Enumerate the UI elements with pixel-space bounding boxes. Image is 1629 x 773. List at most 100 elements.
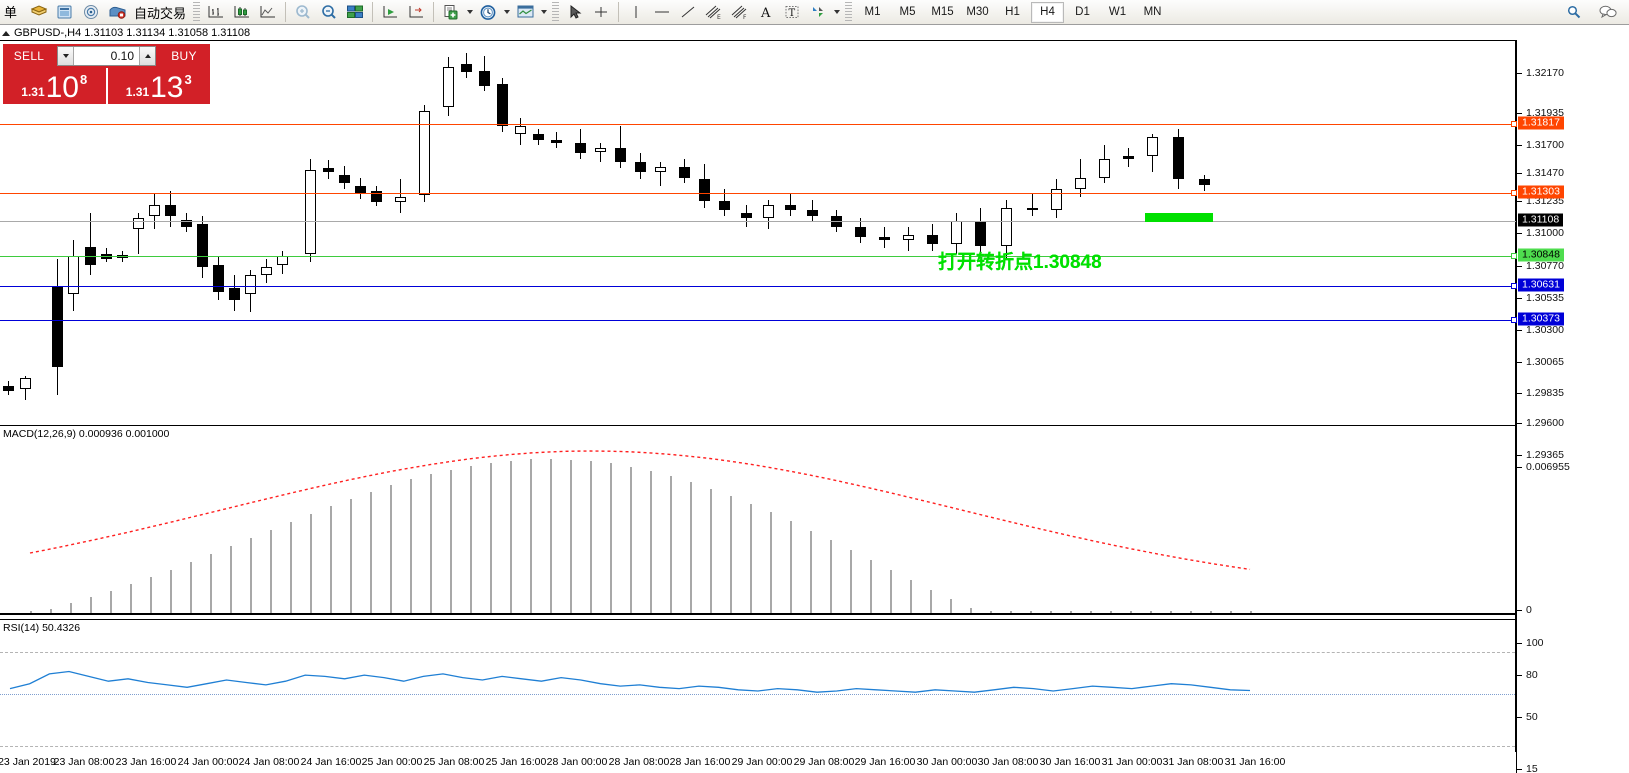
market-icon[interactable] bbox=[104, 1, 130, 24]
horizontal-line-icon[interactable] bbox=[649, 1, 675, 24]
macd-histogram-bar bbox=[470, 465, 472, 614]
macd-pane[interactable]: MACD(12,26,9) 0.000936 0.001000 bbox=[0, 425, 1515, 615]
candlestick bbox=[902, 226, 914, 251]
timeframe-mn[interactable]: MN bbox=[1143, 6, 1162, 18]
rsi-pane[interactable]: RSI(14) 50.4326 bbox=[0, 619, 1515, 761]
search-icon[interactable] bbox=[1561, 1, 1587, 24]
time-axis-label: 24 Jan 08:00 bbox=[238, 756, 300, 768]
period-dropdown-arrow-icon[interactable] bbox=[501, 1, 512, 24]
crosshair-icon[interactable] bbox=[588, 1, 614, 24]
timeframe-m30[interactable]: M30 bbox=[966, 6, 989, 18]
chart-collapse-icon[interactable] bbox=[2, 30, 10, 36]
level-drag-handle[interactable] bbox=[1511, 253, 1517, 259]
sell-button[interactable]: 1.31 10 8 bbox=[3, 68, 108, 104]
cursor-icon[interactable] bbox=[562, 1, 588, 24]
price-pane[interactable]: 打开转折点1.30848 bbox=[0, 41, 1517, 421]
timeframe-h1[interactable]: H1 bbox=[1005, 6, 1020, 18]
timeframe-h4[interactable]: H4 bbox=[1031, 1, 1065, 23]
auto-scroll-icon[interactable] bbox=[377, 1, 403, 24]
price-scale[interactable]: 1.32170 1.31935 1.31700 1.31470 1.31235 1.310… bbox=[1516, 40, 1629, 773]
one-click-trading-panel[interactable]: SELL 0.10 BUY 1.31 10 8 1.31 13 3 bbox=[2, 43, 211, 105]
macd-histogram-bar bbox=[530, 459, 532, 614]
candlestick bbox=[1000, 199, 1012, 260]
candlestick bbox=[1122, 148, 1134, 167]
time-axis-label: 25 Jan 00:00 bbox=[361, 756, 423, 768]
text-label-icon[interactable]: T bbox=[779, 1, 805, 24]
level-drag-handle[interactable] bbox=[1511, 190, 1517, 196]
autotrading-label[interactable]: 自动交易 bbox=[134, 5, 187, 21]
timeframe-m15[interactable]: M15 bbox=[931, 6, 954, 18]
candlestick bbox=[394, 179, 406, 214]
timeframe-m1[interactable]: M1 bbox=[864, 6, 881, 18]
macd-histogram-bar bbox=[1190, 610, 1192, 614]
signals-icon[interactable] bbox=[78, 1, 104, 24]
candlestick bbox=[718, 188, 730, 216]
candlestick bbox=[132, 213, 144, 254]
volume-stepper[interactable]: 0.10 bbox=[57, 46, 156, 66]
profiles-icon[interactable] bbox=[52, 1, 78, 24]
macd-histogram-bar bbox=[510, 460, 512, 614]
macd-histogram-bar bbox=[870, 560, 872, 614]
period-clock-icon[interactable] bbox=[475, 1, 501, 24]
macd-histogram-bar bbox=[190, 561, 192, 614]
timeframe-m5[interactable]: M5 bbox=[899, 6, 916, 18]
volume-value[interactable]: 0.10 bbox=[110, 49, 134, 63]
folder-icon[interactable] bbox=[26, 1, 52, 24]
chart-shift-icon[interactable] bbox=[403, 1, 429, 24]
volume-increase-icon[interactable] bbox=[139, 47, 155, 65]
candlestick-chart-icon[interactable] bbox=[229, 1, 255, 24]
chart-canvas[interactable]: 打开转折点1.30848 MACD(12,26,9) 0.000936 0.00… bbox=[0, 40, 1517, 773]
timeframe-d1[interactable]: D1 bbox=[1075, 6, 1090, 18]
macd-histogram-bar bbox=[230, 545, 232, 614]
new-order-icon[interactable]: 单 bbox=[0, 1, 26, 24]
tile-windows-icon[interactable] bbox=[342, 1, 368, 24]
add-indicator-dropdown-arrow-icon[interactable] bbox=[464, 1, 475, 24]
rsi-line-series bbox=[9, 670, 1251, 693]
macd-signal-line bbox=[29, 450, 1251, 571]
line-chart-icon[interactable] bbox=[255, 1, 281, 24]
candlestick bbox=[2, 381, 14, 395]
macd-histogram-bar bbox=[710, 488, 712, 614]
macd-histogram-bar bbox=[650, 471, 652, 614]
macd-histogram-bar bbox=[50, 608, 52, 614]
level-drag-handle[interactable] bbox=[1511, 121, 1517, 127]
time-axis-label: 29 Jan 08:00 bbox=[793, 756, 855, 768]
candlestick bbox=[67, 240, 79, 311]
chat-icon[interactable] bbox=[1595, 1, 1621, 24]
arrows-dropdown-arrow-icon[interactable] bbox=[831, 1, 842, 24]
macd-histogram-bar bbox=[970, 608, 972, 614]
zoom-out-icon[interactable] bbox=[316, 1, 342, 24]
add-indicator-icon[interactable] bbox=[438, 1, 464, 24]
volume-decrease-icon[interactable] bbox=[58, 47, 74, 65]
macd-histogram-bar bbox=[1170, 610, 1172, 614]
arrows-icon[interactable] bbox=[805, 1, 831, 24]
templates-dropdown-arrow-icon[interactable] bbox=[538, 1, 549, 24]
sell-price-prefix: 1.31 bbox=[21, 85, 45, 99]
fibonacci-icon[interactable]: F bbox=[727, 1, 753, 24]
macd-histogram-bar bbox=[170, 569, 172, 614]
bar-chart-icon[interactable] bbox=[203, 1, 229, 24]
macd-histogram-bar bbox=[270, 529, 272, 614]
level-drag-handle[interactable] bbox=[1511, 283, 1517, 289]
zoom-in-icon[interactable] bbox=[290, 1, 316, 24]
candlestick bbox=[634, 153, 646, 180]
timeframe-w1[interactable]: W1 bbox=[1108, 6, 1127, 18]
level-drag-handle[interactable] bbox=[1511, 317, 1517, 323]
time-axis-label: 23 Jan 08:00 bbox=[53, 756, 115, 768]
text-icon[interactable]: A bbox=[753, 1, 779, 24]
candlestick bbox=[1026, 192, 1038, 216]
templates-icon[interactable] bbox=[512, 1, 538, 24]
vertical-line-icon[interactable] bbox=[623, 1, 649, 24]
equidistant-channel-icon[interactable]: E bbox=[701, 1, 727, 24]
rsi-level-80 bbox=[0, 652, 1515, 653]
candlestick bbox=[370, 185, 382, 207]
trendline-icon[interactable] bbox=[675, 1, 701, 24]
macd-tick: 0.006955 bbox=[1517, 461, 1570, 473]
buy-button[interactable]: 1.31 13 3 bbox=[108, 68, 211, 104]
macd-histogram-bar bbox=[1130, 610, 1132, 614]
price-tick: 1.31000 bbox=[1517, 227, 1564, 239]
candlestick bbox=[418, 104, 430, 203]
macd-histogram-bar bbox=[90, 597, 92, 614]
svg-text:A: A bbox=[760, 6, 771, 20]
buy-label: BUY bbox=[171, 49, 197, 63]
